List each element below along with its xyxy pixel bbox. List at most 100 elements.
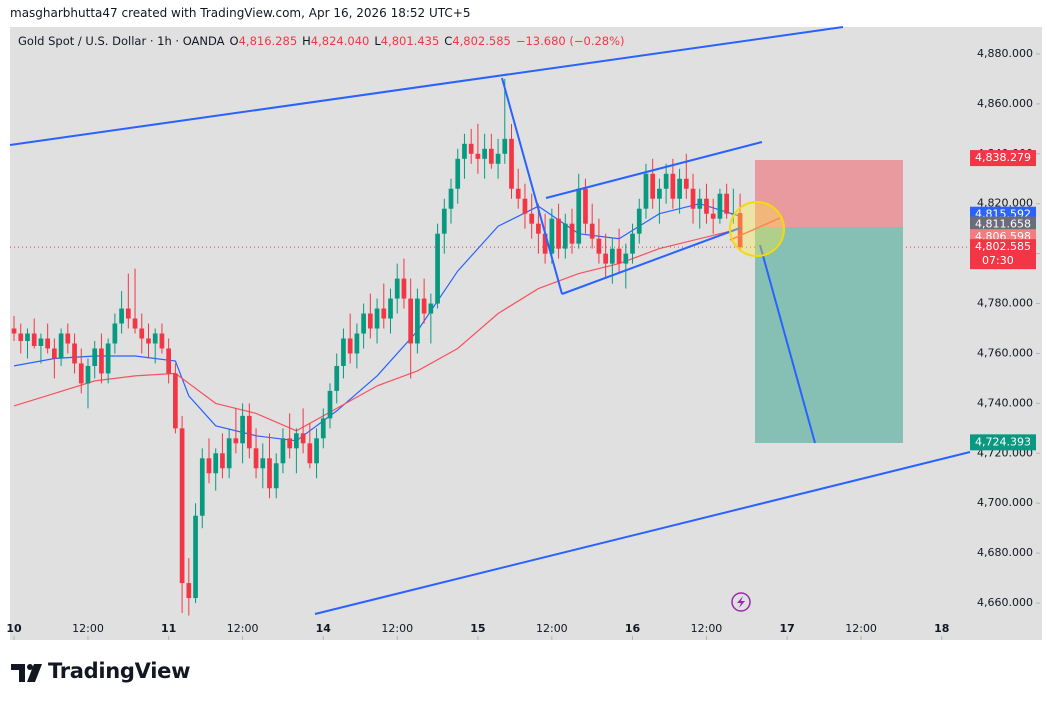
candle-body (18, 333, 24, 341)
candle-body (650, 173, 656, 199)
candle-body (253, 448, 259, 469)
brand: TradingView (48, 659, 191, 683)
price-label: 4,838.279 (975, 151, 1031, 164)
y-tick-label: 4,760.000 (977, 346, 1033, 359)
channel-line (314, 451, 971, 615)
x-tick-label: 12:00 (536, 622, 568, 635)
x-tick-label: 16 (625, 622, 641, 635)
candle-body (45, 338, 50, 349)
candle-body (314, 438, 319, 464)
candle-body (246, 415, 252, 449)
candle-body (394, 278, 400, 299)
logo-mark (11, 664, 25, 682)
candle-body (119, 308, 124, 324)
labels: 4,660.0004,680.0004,700.0004,720.0004,74… (6, 47, 1036, 635)
y-tick-label: 4,880.000 (977, 47, 1033, 60)
candle-body (435, 233, 440, 304)
price-label-box (970, 434, 1036, 451)
candle-body (670, 173, 676, 199)
legend-key: C (444, 34, 453, 48)
candle-body (193, 515, 198, 599)
x-tick-label: 17 (779, 622, 794, 635)
price-label-box (970, 216, 1036, 233)
candle-body (38, 338, 44, 346)
candle-body (724, 193, 729, 214)
candle-body (562, 223, 568, 249)
candle-body (267, 458, 272, 489)
candle-body (522, 198, 528, 214)
candle-body (455, 158, 461, 189)
y-tick-label: 4,860.000 (977, 97, 1033, 110)
candle-body (146, 338, 151, 344)
candle-body (569, 223, 575, 244)
candle-body (260, 458, 266, 469)
candle-body (287, 438, 293, 449)
candle-body (240, 415, 245, 444)
pattern-line (545, 141, 763, 199)
candle-body (536, 223, 541, 234)
candle-body (697, 198, 703, 209)
candle-body (475, 153, 481, 159)
candle-body (596, 238, 602, 254)
candle-body (710, 213, 716, 219)
candle-body (502, 138, 508, 154)
candle-body (85, 365, 91, 384)
logo-mark (27, 664, 42, 682)
legend-key: H (302, 34, 311, 48)
candle-body (583, 188, 588, 224)
y-tick-label: 4,660.000 (977, 596, 1033, 609)
candle-body (159, 333, 165, 349)
candle-body (125, 308, 131, 319)
candle-body (643, 173, 649, 209)
candle-body (334, 365, 340, 391)
legend: Gold Spot / U.S. Dollar · 1h · OANDA O4,8… (18, 34, 625, 48)
candle-body (341, 338, 346, 366)
pattern-line (729, 217, 781, 241)
candle-body (415, 298, 420, 344)
x-tick-label: 12:00 (381, 622, 413, 635)
candle-body (179, 428, 185, 584)
candle-body (482, 148, 487, 159)
candle-body (401, 278, 407, 299)
candle-body (31, 333, 37, 346)
candle-body (468, 143, 474, 154)
drawings (9, 26, 971, 615)
candle-body (112, 323, 118, 344)
candle-body (515, 188, 521, 199)
x-tick-label: 11 (161, 622, 176, 635)
candle-body (495, 153, 501, 164)
candle-body (25, 333, 30, 341)
y-tick-label: 4,740.000 (977, 396, 1033, 409)
candle-body (166, 348, 172, 374)
y-tick-label: 4,820.000 (977, 197, 1033, 210)
target-zone (755, 227, 903, 443)
candle-body (226, 438, 232, 469)
candle-body (11, 328, 17, 334)
candle-body (58, 333, 64, 359)
candle-body (408, 298, 414, 344)
y-tick-label: 4,700.000 (977, 496, 1033, 509)
candle-body (717, 193, 723, 219)
event-icon (731, 592, 751, 612)
candle-body (320, 418, 326, 439)
candle-body (428, 303, 434, 314)
legend-value: 4,824.040 (310, 34, 370, 48)
price-countdown: 07:30 (982, 254, 1014, 267)
legend-value: −13.680 (−0.28%) (515, 34, 625, 48)
candle-body (280, 438, 286, 464)
price-label-box (970, 239, 1036, 270)
candle-body (374, 308, 380, 329)
candle-body (683, 178, 689, 189)
candle-body (610, 248, 615, 264)
candle-body (616, 248, 622, 264)
x-tick-label: 18 (934, 622, 949, 635)
candle-body (152, 333, 158, 344)
candle-body (529, 213, 535, 224)
x-tick-label: 12:00 (227, 622, 259, 635)
candle-body (542, 233, 548, 254)
candle-body (300, 433, 306, 444)
candle-body (381, 308, 387, 319)
legend-value: 4,802.585 (452, 34, 511, 48)
